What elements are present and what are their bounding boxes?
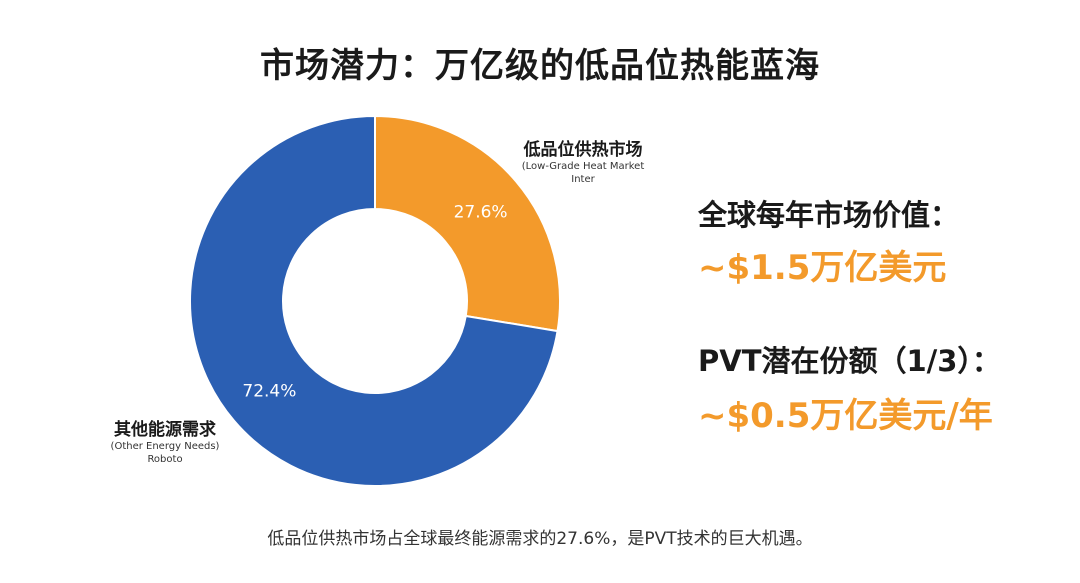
metric-pvt-share-label: PVT潜在份额（1/3）： [698, 344, 1001, 378]
donut-slice-0 [374, 114, 561, 333]
chart-caption: 低品位供热市场占全球最终能源需求的27.6%，是PVT技术的巨大机遇。 [267, 529, 813, 549]
slice-value-label-0: 27.6% [454, 202, 508, 222]
page-title: 市场潜力：万亿级的低品位热能蓝海 [260, 46, 820, 86]
metric-market-value: ~$1.5万亿美元 [698, 248, 947, 288]
donut-slice-1 [189, 114, 559, 487]
category-sublabel: (Other Energy Needs) [110, 441, 220, 453]
category-sublabel: (Low-Grade Heat Market [521, 161, 645, 173]
category-name: 其他能源需求 [114, 420, 216, 440]
slice-value-label-1: 72.4% [242, 382, 296, 402]
category-label-other-energy: 其他能源需求 (Other Energy Needs) Roboto [95, 420, 235, 466]
category-label-low-grade-heat: 低品位供热市场 (Low-Grade Heat Market Inter [508, 140, 658, 186]
category-extra: Roboto [147, 453, 183, 465]
metric-pvt-share-value: ~$0.5万亿美元/年 [698, 396, 993, 436]
category-extra: Inter [571, 173, 595, 185]
category-name: 低品位供热市场 [523, 140, 643, 160]
metric-market-value-label: 全球每年市场价值： [698, 198, 960, 232]
